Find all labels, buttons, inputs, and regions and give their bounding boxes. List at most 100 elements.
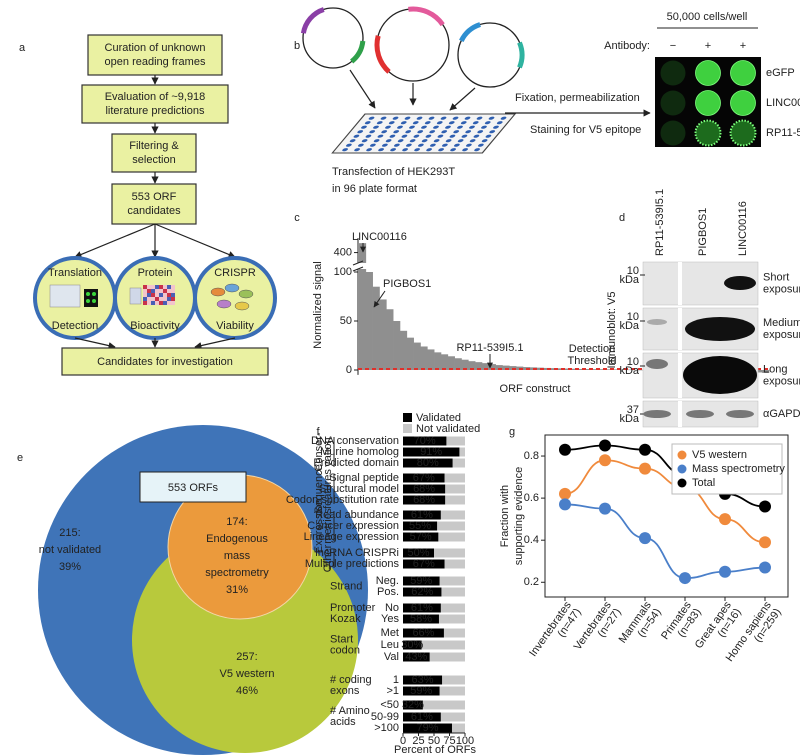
- point: [559, 498, 571, 511]
- legend-swatch: [403, 413, 412, 422]
- well: [364, 121, 371, 125]
- panel-label: e: [17, 452, 23, 464]
- panel-label: d: [619, 212, 625, 224]
- row-label: exposure: [763, 329, 800, 341]
- point: [759, 536, 771, 549]
- bar: [403, 576, 440, 586]
- well: [417, 143, 424, 147]
- venn-count: 257:: [236, 651, 257, 663]
- x-tick-label: 75: [443, 735, 455, 747]
- well: [438, 148, 444, 152]
- bar: [403, 495, 446, 505]
- bar: [577, 368, 585, 370]
- icon: [129, 287, 142, 305]
- icon: [155, 285, 159, 289]
- bar-remainder: [437, 521, 465, 531]
- venn-percent: 46%: [236, 685, 258, 697]
- bar-remainder: [444, 559, 465, 569]
- bar-remainder: [438, 614, 465, 624]
- y-tick-label: 0.6: [524, 492, 539, 504]
- icon: [216, 299, 232, 309]
- well: [369, 143, 376, 147]
- well: [465, 143, 472, 147]
- well: [381, 143, 388, 147]
- bar: [393, 321, 401, 370]
- bar: [403, 700, 423, 710]
- icon: [155, 297, 159, 301]
- icon: [159, 297, 163, 301]
- bar: [639, 369, 647, 371]
- venn-title-box: [139, 471, 247, 503]
- group-label: exons: [330, 685, 360, 697]
- marker: kDa: [619, 320, 639, 332]
- venn-percent: 39%: [59, 561, 81, 573]
- well: [357, 143, 364, 147]
- point: [679, 572, 691, 585]
- well: [404, 116, 411, 120]
- bar: [427, 349, 435, 370]
- well: [429, 130, 436, 134]
- step-text: 553 ORF: [132, 191, 177, 203]
- bar: [413, 342, 421, 370]
- group-label: Kozak: [330, 613, 361, 625]
- well: [453, 143, 460, 147]
- icon: [155, 301, 159, 305]
- well: [428, 116, 435, 120]
- well: [409, 139, 416, 143]
- point: [599, 502, 611, 515]
- icon: [159, 301, 163, 305]
- icon: [143, 285, 147, 289]
- row-label: Val: [384, 651, 399, 663]
- venn-label: spectrometry: [205, 567, 269, 579]
- bar: [447, 356, 455, 370]
- well: [433, 139, 440, 143]
- icon: [143, 289, 147, 293]
- bar: [557, 368, 565, 370]
- icon: [147, 293, 151, 297]
- threshold-label: Threshold: [568, 355, 617, 367]
- group-label: Expression: [313, 499, 325, 553]
- well: [381, 130, 388, 134]
- row-label: DNA conservation: [311, 435, 399, 447]
- well: [400, 121, 407, 125]
- bar: [564, 368, 572, 370]
- band: [724, 276, 756, 290]
- bar: [386, 309, 394, 370]
- row-label: Murine homolog: [320, 446, 399, 458]
- venn-label: Endogenous: [206, 533, 268, 545]
- well: [412, 121, 419, 125]
- well: [445, 125, 451, 129]
- well: [481, 139, 488, 143]
- well: [473, 134, 480, 138]
- plasmid-insert: [374, 35, 391, 74]
- icon: [159, 289, 163, 293]
- icon: [163, 297, 167, 301]
- outcome-box: [61, 347, 269, 376]
- screen-title: CRISPR: [214, 267, 256, 279]
- step-text: in 96 plate format: [332, 183, 417, 195]
- row-label: Structural model: [319, 483, 399, 495]
- lane-gap: [678, 353, 682, 398]
- well: [368, 116, 375, 120]
- break-mark: [352, 266, 364, 272]
- group-label: Other: [322, 544, 334, 572]
- marker: kDa: [619, 413, 639, 425]
- step-text: Curation of unknown: [105, 42, 206, 54]
- fixation: Fixation, permeabilization: [515, 92, 640, 104]
- antibody-sign: −: [670, 40, 676, 52]
- bar-remainder: [429, 652, 465, 662]
- well: [393, 143, 400, 147]
- well: [469, 139, 476, 143]
- icon: [167, 285, 171, 289]
- y-tick-label: 100: [334, 266, 352, 278]
- arrow: [349, 69, 376, 109]
- bar: [403, 548, 434, 558]
- y-tick-label: 400: [334, 246, 352, 258]
- threshold-label: Detection: [569, 343, 615, 355]
- icon: [163, 289, 167, 293]
- antibody-sign: +: [740, 40, 746, 52]
- bar: [591, 369, 599, 370]
- value-label: 43%: [405, 651, 427, 663]
- step-box: [111, 133, 197, 173]
- bar: [611, 369, 619, 370]
